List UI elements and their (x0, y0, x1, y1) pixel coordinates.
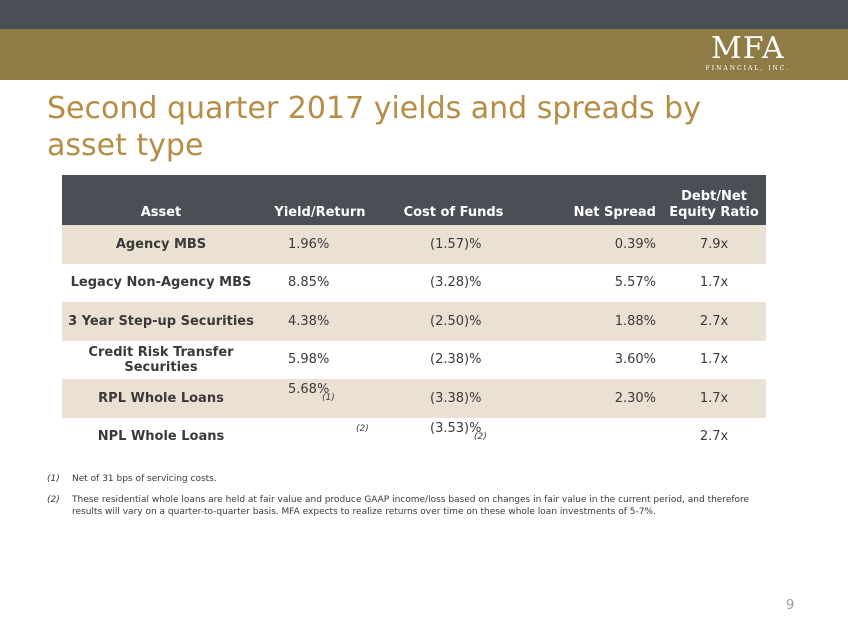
cell-value: 2.7x (699, 429, 729, 445)
cell-value: 0.39% (614, 236, 656, 252)
cell-yield: 4.38% (260, 302, 380, 341)
footnote-text: These residential whole loans are held a… (72, 495, 750, 517)
top-band (0, 0, 848, 29)
cell-spread (527, 417, 662, 456)
page-number: 9 (786, 598, 795, 613)
cell-value: (1.57)% (430, 236, 482, 252)
footnote: (2) These residential whole loans are he… (47, 494, 767, 518)
cell-asset: Credit Risk Transfer Securities (62, 340, 260, 379)
table-row: 3 Year Step-up Securities 4.38% (2.50)% 1.8… (62, 302, 766, 341)
cell-value: (3.28)% (430, 275, 482, 291)
yields-table: Asset Yield/Return Cost of Funds Net Spr… (62, 175, 766, 456)
cell-value: 1.96% (288, 236, 330, 252)
table-row: Credit Risk Transfer Securities 5.98% (2.3… (62, 340, 766, 379)
cell-ratio: 1.7x (662, 263, 766, 302)
cell-spread: 3.60% (527, 340, 662, 379)
cell-asset: NPL Whole Loans (62, 417, 260, 456)
cell-ratio: 1.7x (662, 340, 766, 379)
cell-value: 3 Year Step-up Securities (68, 313, 254, 329)
cell-value: 2.30% (614, 390, 656, 406)
table-row: Legacy Non-Agency MBS 8.85% (3.28)% 5.57% 1.… (62, 263, 766, 302)
cell-value: NPL Whole Loans (97, 429, 225, 445)
footnote-ref: (2) (474, 431, 487, 442)
cell-spread: 0.39% (527, 225, 662, 264)
footnote-text: Net of 31 bps of servicing costs. (72, 474, 217, 484)
cell-cost: (3.38)% (380, 379, 527, 418)
table-row: Agency MBS 1.96% (1.57)% 0.39% 7.9x (62, 225, 766, 264)
footnote-ref: (2) (356, 424, 369, 435)
table-row: RPL Whole Loans 5.68%(1) (3.38)% 2.30% 1.7x (62, 379, 766, 418)
cell-cost: (2.38)% (380, 340, 527, 379)
cell-yield: 8.85% (260, 263, 380, 302)
footnote: (1) Net of 31 bps of servicing costs. (47, 473, 767, 485)
cell-value: Credit Risk Transfer Securities (88, 344, 234, 375)
cell-value: (2.38)% (430, 352, 482, 368)
cell-cost: (1.57)% (380, 225, 527, 264)
cell-asset: 3 Year Step-up Securities (62, 302, 260, 341)
cell-value: 5.57% (614, 275, 656, 291)
cell-value: 1.7x (699, 352, 729, 368)
header-cost: Cost of Funds (380, 175, 527, 225)
header-yield: Yield/Return (260, 175, 380, 225)
header-ratio-line2: Equity Ratio (669, 205, 759, 220)
table-row: NPL Whole Loans (2) (3.53)%(2) 2.7x (62, 417, 766, 456)
cell-ratio: 2.7x (662, 417, 766, 456)
cell-ratio: 7.9x (662, 225, 766, 264)
cell-cost: (2.50)% (380, 302, 527, 341)
cell-yield: 5.98% (260, 340, 380, 379)
table-header-row: Asset Yield/Return Cost of Funds Net Spr… (62, 175, 766, 225)
slide-title: Second quarter 2017 yields and spreads b… (47, 91, 701, 163)
logo-subtitle: FINANCIAL, INC. (705, 65, 790, 72)
cell-value: Legacy Non-Agency MBS (70, 275, 252, 291)
logo-mark: MFA (711, 31, 785, 66)
cell-value: (3.38)% (430, 390, 482, 406)
footnote-mark: (1) (47, 474, 60, 484)
cell-value: 1.7x (699, 275, 729, 291)
footnotes: (1) Net of 31 bps of servicing costs. (2… (47, 473, 767, 527)
cell-cost: (3.53)%(2) (380, 417, 527, 456)
cell-value: 5.98% (288, 352, 330, 368)
cell-ratio: 1.7x (662, 379, 766, 418)
cell-value: 8.85% (288, 275, 330, 291)
cell-ratio: 2.7x (662, 302, 766, 341)
header-asset: Asset (62, 175, 260, 225)
cell-value: 2.7x (699, 313, 729, 329)
header-spread: Net Spread (527, 175, 662, 225)
cell-yield: (2) (260, 417, 380, 456)
cell-value: (2.50)% (430, 313, 482, 329)
cell-value: 5.68% (288, 382, 330, 398)
company-logo: MFA FINANCIAL, INC. (705, 31, 790, 73)
cell-value: Agency MBS (115, 236, 207, 252)
cell-value: 1.88% (614, 313, 656, 329)
cell-value: 7.9x (699, 236, 729, 252)
header-ratio: Debt/Net Equity Ratio (662, 175, 766, 225)
cell-spread: 2.30% (527, 379, 662, 418)
cell-asset: Agency MBS (62, 225, 260, 264)
cell-spread: 1.88% (527, 302, 662, 341)
gold-band (0, 29, 848, 80)
cell-asset: Legacy Non-Agency MBS (62, 263, 260, 302)
cell-value: 4.38% (288, 313, 330, 329)
header-ratio-line1: Debt/Net (681, 189, 747, 204)
cell-value: 3.60% (614, 352, 656, 368)
cell-yield: 5.68%(1) (260, 379, 380, 418)
cell-asset: RPL Whole Loans (62, 379, 260, 418)
cell-spread: 5.57% (527, 263, 662, 302)
cell-value: 1.7x (699, 390, 729, 406)
cell-cost: (3.28)% (380, 263, 527, 302)
cell-value: RPL Whole Loans (98, 390, 224, 406)
footnote-mark: (2) (47, 495, 60, 505)
cell-yield: 1.96% (260, 225, 380, 264)
cell-value: (3.53)% (430, 420, 482, 436)
footnote-ref: (1) (322, 393, 335, 404)
